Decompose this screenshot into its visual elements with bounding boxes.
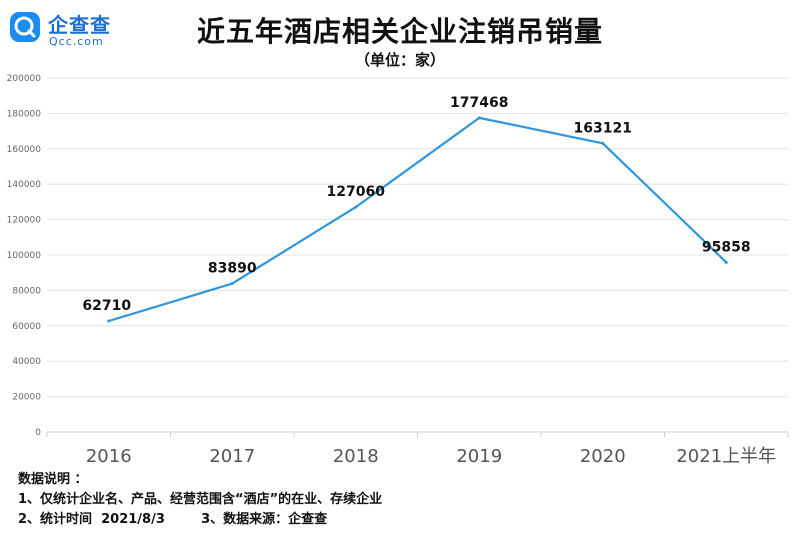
notes-line-2: 2、统计时间 2021/8/3 3、数据来源：企查查 [18, 512, 328, 527]
y-tick-label: 0 [35, 428, 41, 438]
data-label: 127060 [327, 184, 386, 200]
data-point [354, 205, 358, 209]
data-point [724, 260, 728, 264]
y-tick-label: 60000 [12, 322, 41, 332]
y-tick-label: 160000 [7, 145, 42, 155]
chart-title: 近五年酒店相关企业注销吊销量 [196, 15, 603, 48]
x-tick-label: 2021上半年 [676, 446, 776, 467]
x-tick-label: 2017 [209, 446, 255, 467]
qcc-logo: 企查查 Qcc.com [8, 8, 128, 52]
data-point [107, 319, 111, 323]
data-label: 62710 [82, 298, 131, 314]
data-notes: 数据说明 ： 1、仅统计企业名、产品、经营范围含“酒店”的在业、存续企业 2、统… [18, 470, 382, 530]
data-label: 163121 [574, 120, 632, 136]
qcc-logo-icon [10, 12, 40, 42]
y-tick-label: 80000 [12, 286, 41, 296]
data-point [230, 282, 234, 286]
y-tick-label: 40000 [12, 357, 41, 367]
x-tick-label: 2016 [86, 446, 132, 467]
notes-line-1: 1、仅统计企业名、产品、经营范围含“酒店”的在业、存续企业 [18, 492, 383, 507]
data-label: 95858 [702, 239, 751, 255]
chart-subtitle: （单位：家） [354, 51, 445, 69]
data-point [477, 116, 481, 120]
x-tick-label: 2019 [456, 446, 502, 467]
y-tick-label: 20000 [12, 393, 41, 403]
y-tick-label: 120000 [7, 216, 42, 226]
y-tick-label: 140000 [7, 180, 42, 190]
brand-name-en: Qcc.com [49, 35, 104, 48]
x-tick-label: 2018 [333, 446, 379, 467]
data-label: 83890 [208, 261, 257, 277]
y-tick-label: 180000 [7, 109, 42, 119]
notes-heading: 数据说明 ： [18, 472, 88, 487]
y-tick-label: 200000 [7, 74, 42, 84]
brand-name-cn: 企查查 [48, 13, 111, 37]
x-tick-label: 2020 [580, 446, 626, 467]
series-line [108, 116, 728, 323]
data-label: 177468 [450, 95, 508, 111]
data-point [601, 141, 605, 145]
y-tick-label: 100000 [7, 251, 42, 261]
